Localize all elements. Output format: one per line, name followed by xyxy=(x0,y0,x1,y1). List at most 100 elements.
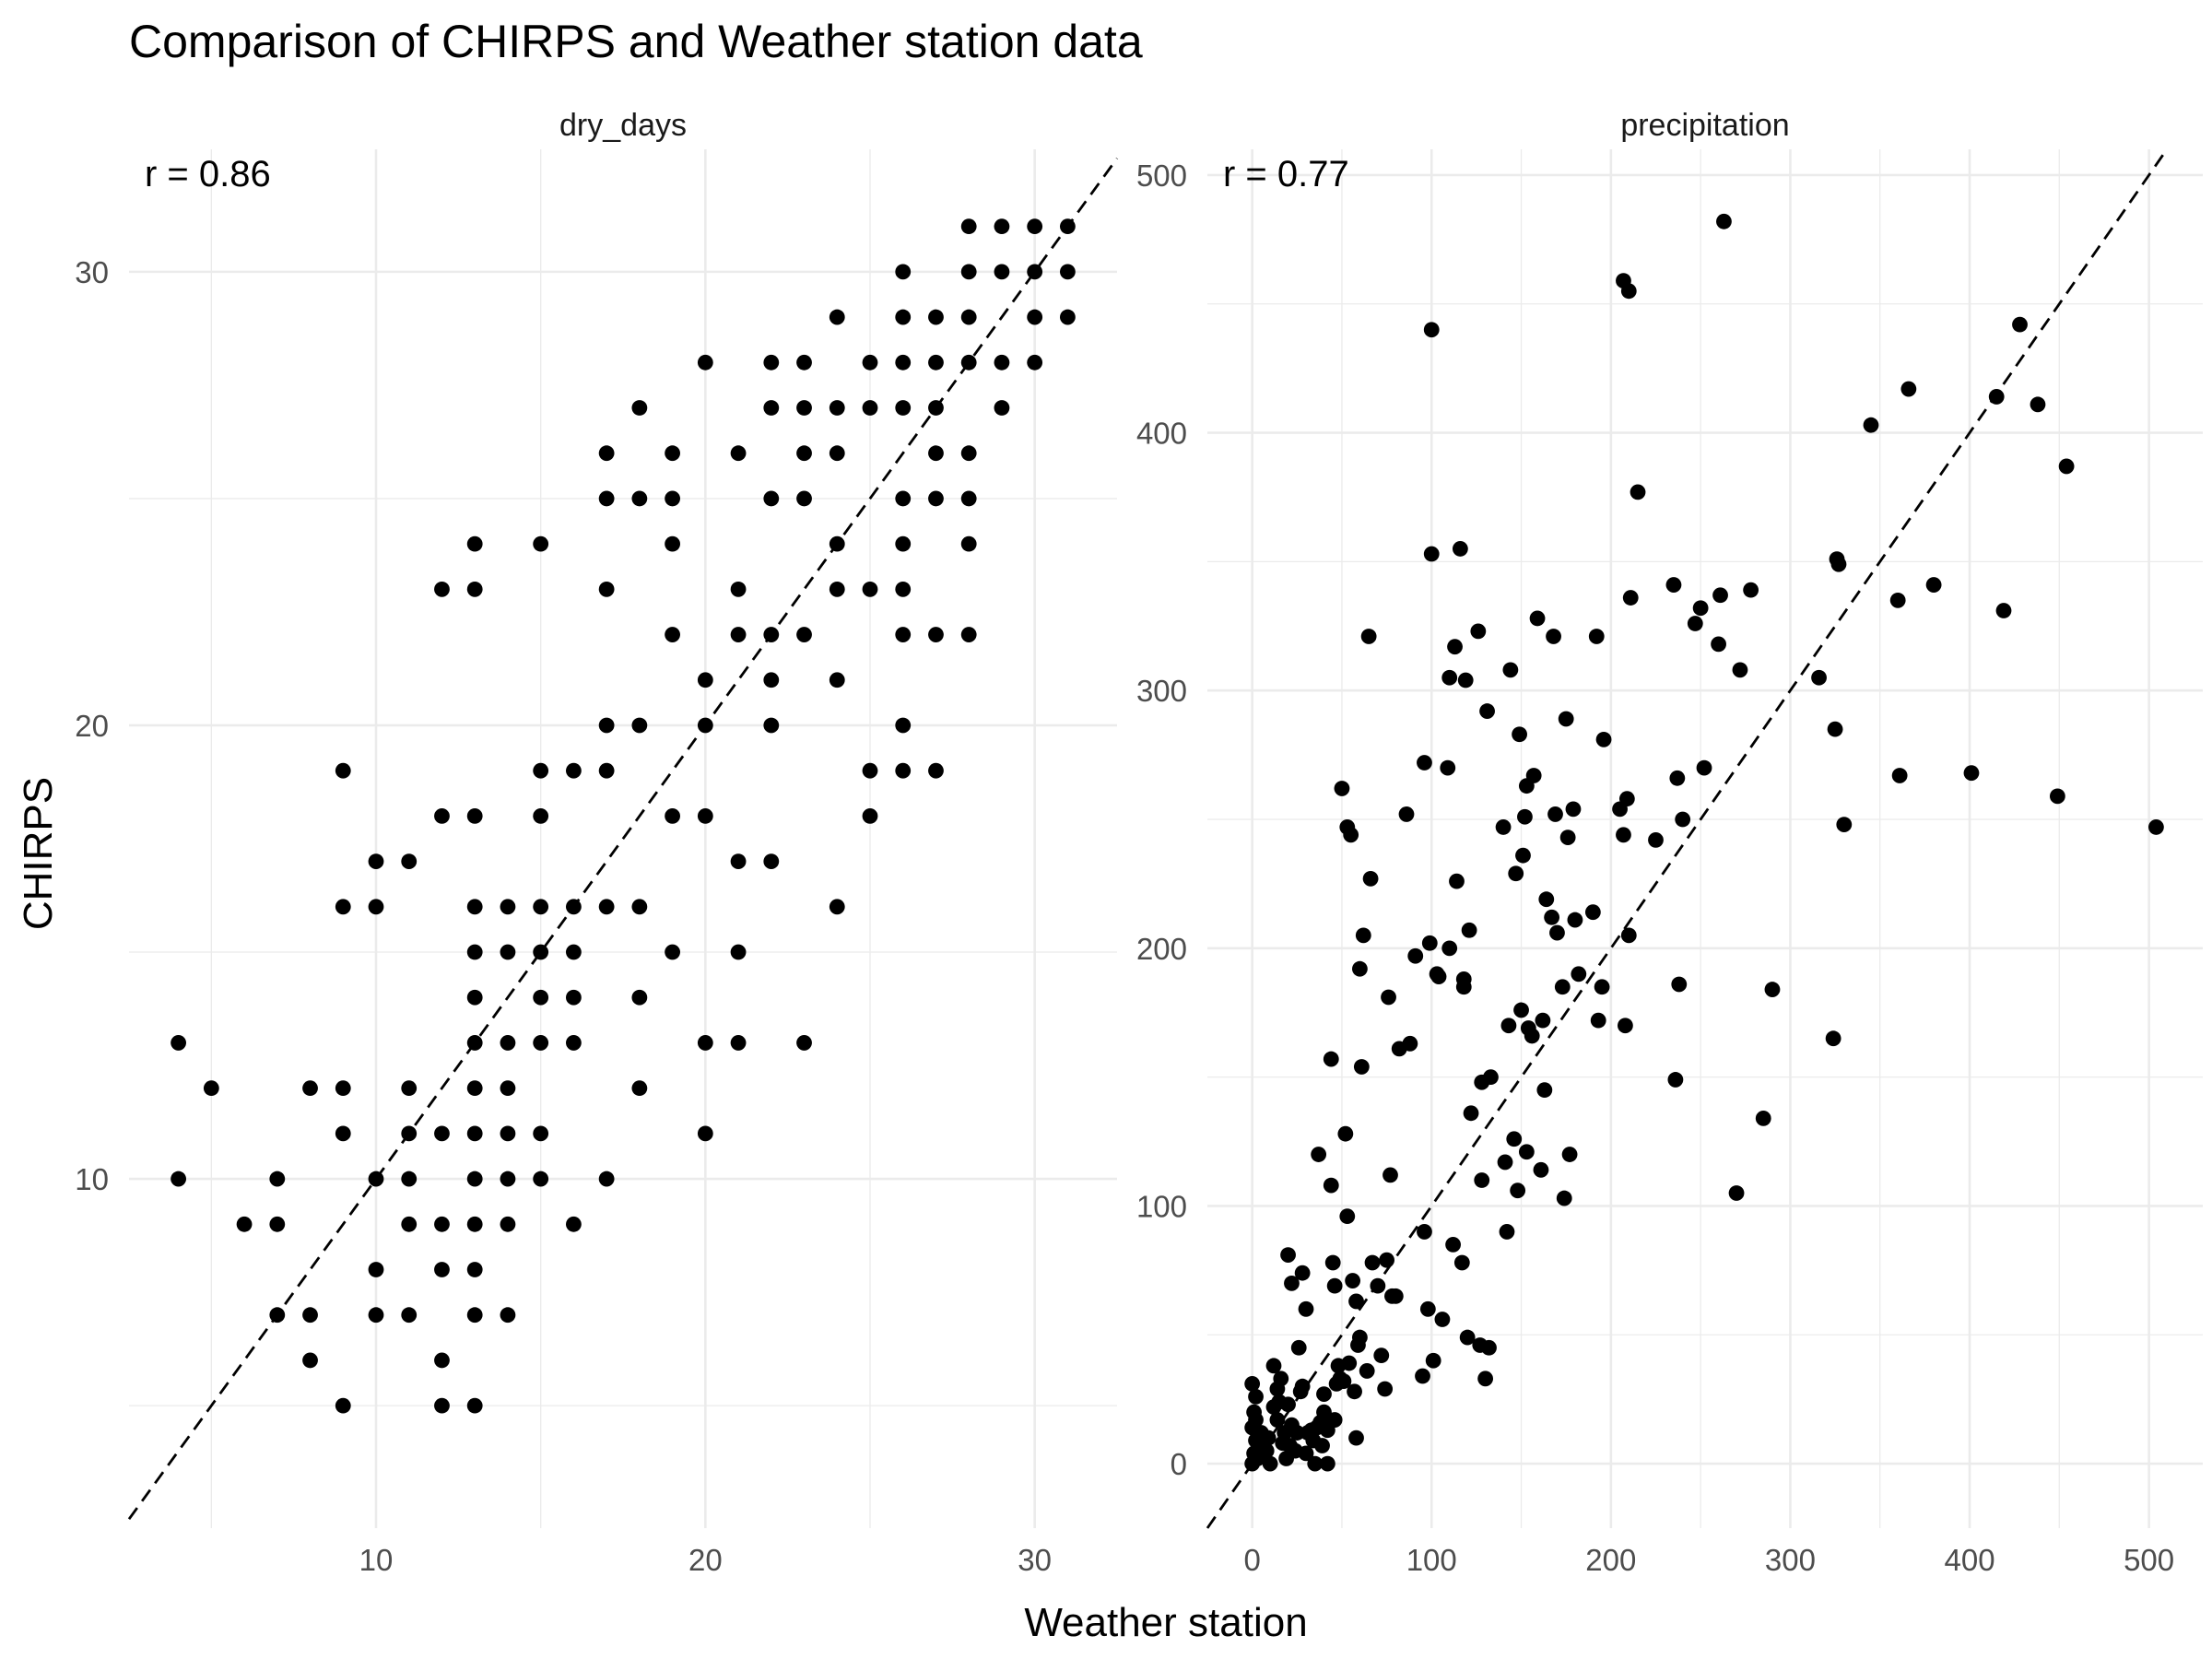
data-point xyxy=(1423,322,1440,338)
data-point xyxy=(1512,726,1527,743)
data-point xyxy=(335,1397,351,1414)
data-point xyxy=(895,264,912,280)
data-point xyxy=(1280,1396,1296,1413)
data-point xyxy=(1455,971,1472,987)
data-point xyxy=(1963,765,1980,782)
data-point xyxy=(1675,811,1691,828)
data-point xyxy=(1311,1147,1327,1162)
x-axis-label: Weather station xyxy=(1024,1600,1307,1645)
data-point xyxy=(829,309,845,325)
y-tick-label: 400 xyxy=(1136,417,1187,451)
data-point xyxy=(763,490,780,507)
data-point xyxy=(928,445,944,462)
data-point xyxy=(730,944,747,960)
data-point xyxy=(796,400,812,416)
data-point xyxy=(763,627,780,642)
data-point xyxy=(1453,1254,1470,1271)
y-tick-label: 100 xyxy=(1136,1189,1187,1223)
data-point xyxy=(1696,759,1712,776)
data-point xyxy=(1343,827,1359,843)
data-point xyxy=(466,1307,483,1324)
data-point xyxy=(1265,1358,1282,1374)
data-point xyxy=(368,899,384,915)
data-point xyxy=(1547,806,1563,822)
data-point xyxy=(1500,1018,1517,1034)
data-point xyxy=(1538,891,1555,908)
facet-precipitation: 0 100 200 300 400 500 0 100 200 300 400 500 precipit… xyxy=(1136,108,2203,1577)
data-point xyxy=(1373,1347,1390,1364)
data-point xyxy=(466,807,483,824)
data-point xyxy=(631,1080,648,1097)
y-tick-label: 500 xyxy=(1136,159,1187,193)
data-point xyxy=(960,627,977,642)
data-point xyxy=(598,581,615,597)
data-point xyxy=(1345,1273,1361,1288)
data-point xyxy=(960,535,977,552)
data-point xyxy=(466,1262,483,1277)
data-point xyxy=(895,627,912,642)
data-point xyxy=(1027,309,1043,325)
data-point xyxy=(1457,672,1474,688)
data-point xyxy=(1258,1442,1275,1459)
data-point xyxy=(1558,711,1574,727)
data-point xyxy=(1463,1105,1479,1122)
data-point xyxy=(1559,830,1576,846)
data-point xyxy=(829,535,845,552)
data-point xyxy=(1449,873,1465,889)
data-point xyxy=(994,264,1010,280)
data-point xyxy=(401,1171,418,1187)
data-point xyxy=(598,445,615,462)
data-point xyxy=(598,762,615,779)
data-point xyxy=(1529,610,1546,627)
data-point xyxy=(631,989,648,1006)
data-point xyxy=(335,1080,351,1097)
data-point xyxy=(500,899,516,915)
data-point xyxy=(1594,979,1610,995)
data-point xyxy=(1452,541,1468,557)
data-point xyxy=(1348,1293,1364,1310)
data-point xyxy=(697,717,713,734)
data-point xyxy=(763,400,780,416)
data-point xyxy=(1347,1383,1362,1400)
data-point xyxy=(631,717,648,734)
data-point xyxy=(566,762,582,779)
data-point xyxy=(533,535,549,552)
data-point xyxy=(665,445,680,462)
data-point xyxy=(960,218,977,235)
data-point xyxy=(302,1352,318,1369)
data-point xyxy=(697,807,713,824)
data-point xyxy=(1419,1300,1436,1317)
data-point xyxy=(1248,1412,1264,1428)
data-point xyxy=(1479,703,1495,719)
data-point xyxy=(665,490,680,507)
x-tick-label: 0 xyxy=(1243,1543,1260,1577)
data-point xyxy=(500,1035,516,1051)
data-point xyxy=(466,1125,483,1142)
correlation-annotation: r = 0.86 xyxy=(145,154,271,194)
data-point xyxy=(1027,354,1043,371)
data-point xyxy=(1323,1051,1339,1067)
data-point xyxy=(1377,1381,1394,1397)
data-point xyxy=(1445,1237,1461,1253)
data-point xyxy=(1323,1177,1339,1194)
data-point xyxy=(1513,1002,1529,1018)
facet-strip-label: precipitation xyxy=(1620,108,1789,143)
data-point xyxy=(631,400,648,416)
data-point xyxy=(1027,218,1043,235)
data-point xyxy=(500,1216,516,1232)
data-point xyxy=(466,989,483,1006)
data-point xyxy=(368,1171,384,1187)
data-point xyxy=(1294,1378,1311,1394)
data-point xyxy=(697,354,713,371)
data-point xyxy=(1692,600,1709,617)
data-point xyxy=(566,899,582,915)
data-point xyxy=(895,535,912,552)
data-point xyxy=(1616,827,1631,843)
data-point xyxy=(1546,629,1561,644)
data-point xyxy=(434,581,450,597)
data-point xyxy=(928,627,944,642)
data-point xyxy=(763,717,780,734)
data-point xyxy=(1288,1425,1305,1441)
data-point xyxy=(1743,582,1759,598)
